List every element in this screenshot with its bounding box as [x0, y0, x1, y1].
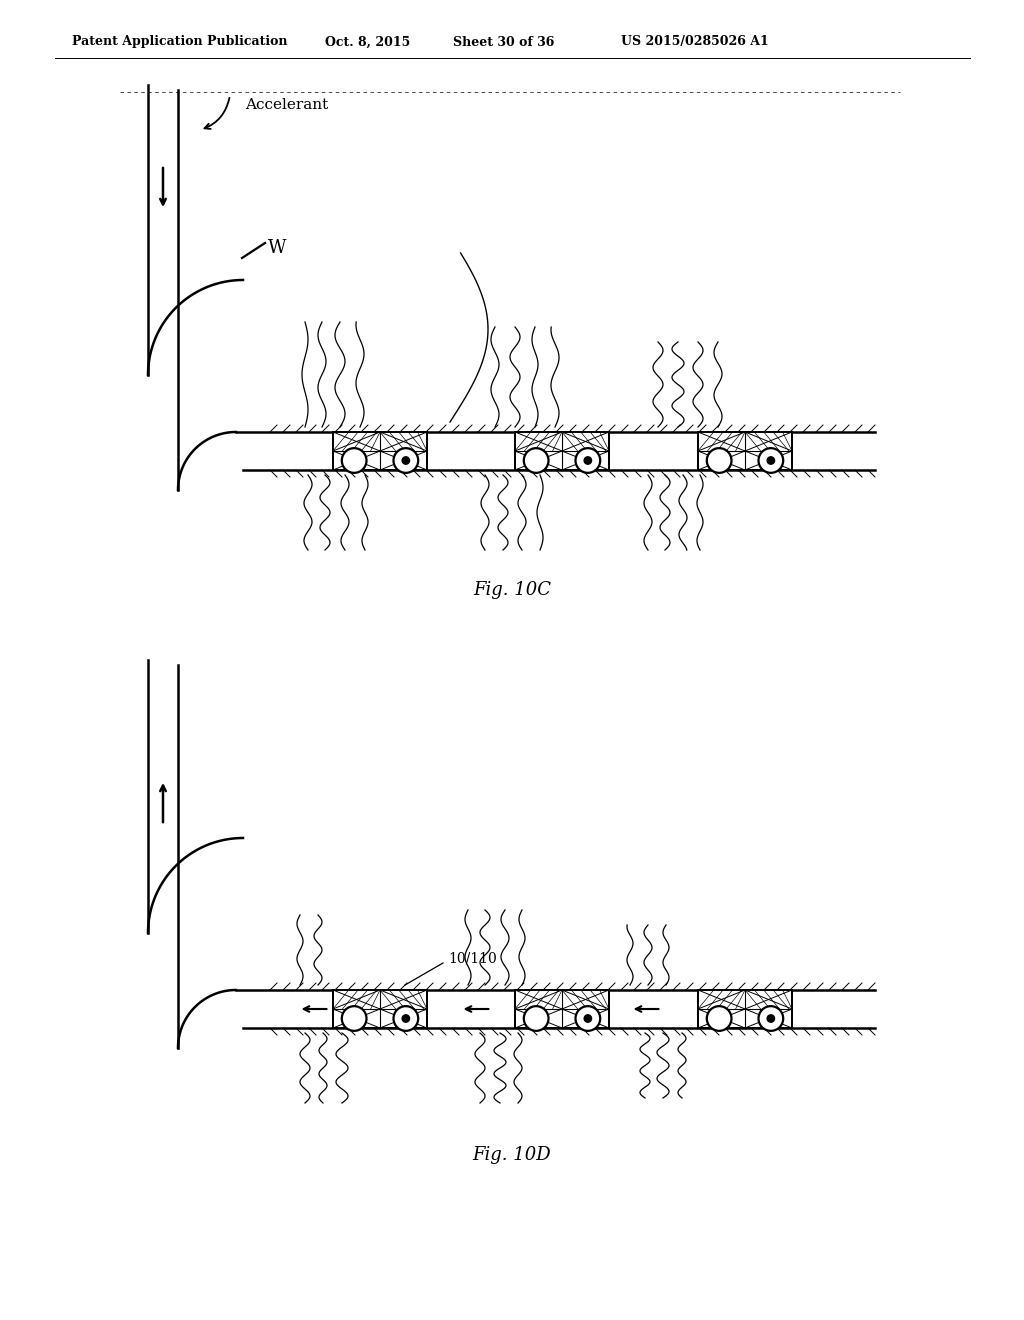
Bar [698, 432, 792, 470]
Circle shape [575, 1006, 600, 1031]
Bar [698, 990, 792, 1028]
Circle shape [402, 457, 410, 465]
Bar [515, 432, 609, 470]
Circle shape [584, 457, 592, 465]
Circle shape [342, 449, 367, 473]
Circle shape [759, 1006, 783, 1031]
Circle shape [759, 449, 783, 473]
Text: Accelerant: Accelerant [245, 98, 329, 112]
Text: Patent Application Publication: Patent Application Publication [72, 36, 288, 49]
Circle shape [707, 1006, 731, 1031]
Circle shape [584, 1015, 592, 1022]
Circle shape [767, 1015, 774, 1022]
Text: Fig. 10C: Fig. 10C [473, 581, 551, 599]
Text: Oct. 8, 2015: Oct. 8, 2015 [326, 36, 411, 49]
Text: US 2015/0285026 A1: US 2015/0285026 A1 [622, 36, 769, 49]
Circle shape [393, 449, 418, 473]
Bar [333, 432, 427, 470]
Circle shape [393, 1006, 418, 1031]
Circle shape [524, 449, 549, 473]
Text: W: W [268, 239, 287, 257]
Circle shape [707, 449, 731, 473]
Text: Fig. 10D: Fig. 10D [473, 1146, 551, 1164]
Circle shape [342, 1006, 367, 1031]
Circle shape [524, 1006, 549, 1031]
Bar [333, 990, 427, 1028]
Text: 10/110: 10/110 [449, 950, 497, 965]
Circle shape [575, 449, 600, 473]
Circle shape [767, 457, 774, 465]
Text: Sheet 30 of 36: Sheet 30 of 36 [454, 36, 555, 49]
Circle shape [402, 1015, 410, 1022]
Bar [515, 990, 609, 1028]
